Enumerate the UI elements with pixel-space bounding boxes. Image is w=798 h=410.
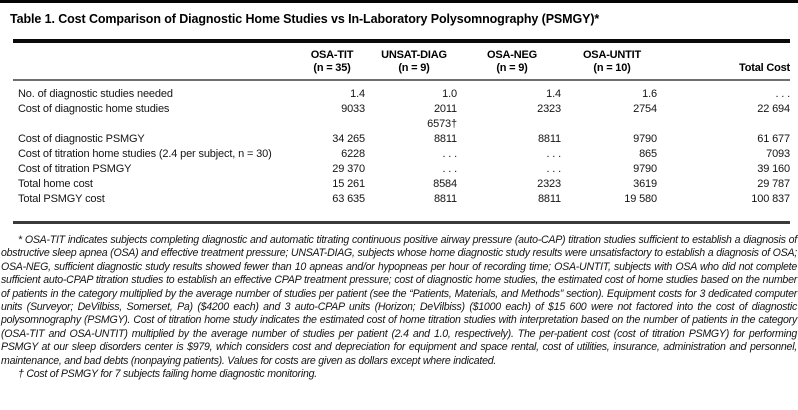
cell [567,117,663,132]
column-name: Total Cost [739,62,790,74]
column-header-rowlabels [13,41,299,81]
cell: 8811 [537,193,561,205]
row-label: Total PSMGY cost [18,193,105,205]
cell: 34 265 [332,133,365,145]
cell: 9790 [633,163,657,175]
table-row: Cost of diagnostic home studies 9033 201… [13,102,790,117]
column-n: (n = 9) [398,62,430,74]
footnote-dagger: † Cost of PSMGY for 7 subjects failing h… [18,368,317,381]
table-row: No. of diagnostic studies needed 1.4 1.0… [13,80,790,102]
cell: 22 694 [757,103,790,115]
table-row: Total home cost 15 261 8584 2323 3619 29… [13,177,790,192]
column-name: UNSAT-DIAG [381,49,447,61]
table-subrow: 6573† [13,117,790,132]
cell: 865 [639,148,657,160]
cell: 39 160 [757,163,790,175]
table-body: No. of diagnostic studies needed 1.4 1.0… [13,80,790,223]
column-header-unsat-diag: UNSAT-DIAG (n = 9) [371,41,463,81]
column-n: (n = 10) [593,62,631,74]
table-row: Total PSMGY cost 63 635 8811 8811 19 580… [13,192,790,223]
table-title: Table 1. Cost Comparison of Diagnostic H… [10,12,600,26]
cell: 3619 [633,178,657,190]
cell: 8584 [433,178,457,190]
footnotes: * OSA-TIT indicates subjects completing … [1,234,797,381]
row-label: Cost of titration PSMGY [18,163,132,175]
cell [299,117,371,132]
row-label: Cost of diagnostic PSMGY [18,133,145,145]
row-label: Cost of diagnostic home studies [18,103,170,115]
cell [663,117,790,132]
cell: 6573† [427,118,457,130]
column-name: OSA-NEG [487,49,537,61]
cell: . . . [442,163,457,175]
cell: 61 677 [757,133,790,145]
table-header: OSA-TIT (n = 35) UNSAT-DIAG (n = 9) OSA-… [13,41,790,81]
table-row: Cost of titration PSMGY 29 370 . . . . .… [13,162,790,177]
cell: 9790 [633,133,657,145]
cell [463,117,567,132]
cell: 1.4 [350,88,365,100]
column-header-total-cost: Total Cost [663,41,790,81]
cell: 8811 [537,133,561,145]
table-row: Cost of titration home studies (2.4 per … [13,147,790,162]
column-header-osa-tit: OSA-TIT (n = 35) [299,41,371,81]
cell: . . . [546,163,561,175]
row-label: No. of diagnostic studies needed [18,88,173,100]
cell: 2323 [537,178,561,190]
cell: 6228 [341,148,365,160]
cell: 19 580 [624,193,657,205]
row-label: Cost of titration home studies (2.4 per … [18,148,272,160]
cell: 8811 [433,193,457,205]
row-label: Total home cost [18,178,93,190]
cost-comparison-table: OSA-TIT (n = 35) UNSAT-DIAG (n = 9) OSA-… [13,39,790,224]
table-row: Cost of diagnostic PSMGY 34 265 8811 881… [13,132,790,147]
column-name: OSA-UNTIT [582,49,642,61]
cell: 1.0 [442,88,457,100]
column-header-osa-untit: OSA-UNTIT (n = 10) [567,41,663,81]
cell: 1.4 [546,88,561,100]
column-header-osa-neg: OSA-NEG (n = 9) [463,41,567,81]
cell: 29 787 [757,178,790,190]
footnote-star: * OSA-TIT indicates subjects completing … [1,234,797,367]
cell: . . . [442,148,457,160]
row-label [13,117,299,132]
cell: 2323 [537,103,561,115]
cell: 100 837 [751,193,790,205]
cell: 1.6 [642,88,657,100]
cell: 7093 [766,148,790,160]
cell: 63 635 [332,193,365,205]
cell: 29 370 [332,163,365,175]
cell: . . . [546,148,561,160]
column-n: (n = 35) [313,62,351,74]
cell: . . . [775,88,790,100]
column-n: (n = 9) [496,62,528,74]
cell: 9033 [341,103,365,115]
column-name: OSA-TIT [310,49,354,61]
cell: 2011 [433,103,457,115]
cell: 8811 [433,133,457,145]
header-row: OSA-TIT (n = 35) UNSAT-DIAG (n = 9) OSA-… [13,41,790,81]
cell: 15 261 [332,178,365,190]
cell: 2754 [633,103,657,115]
